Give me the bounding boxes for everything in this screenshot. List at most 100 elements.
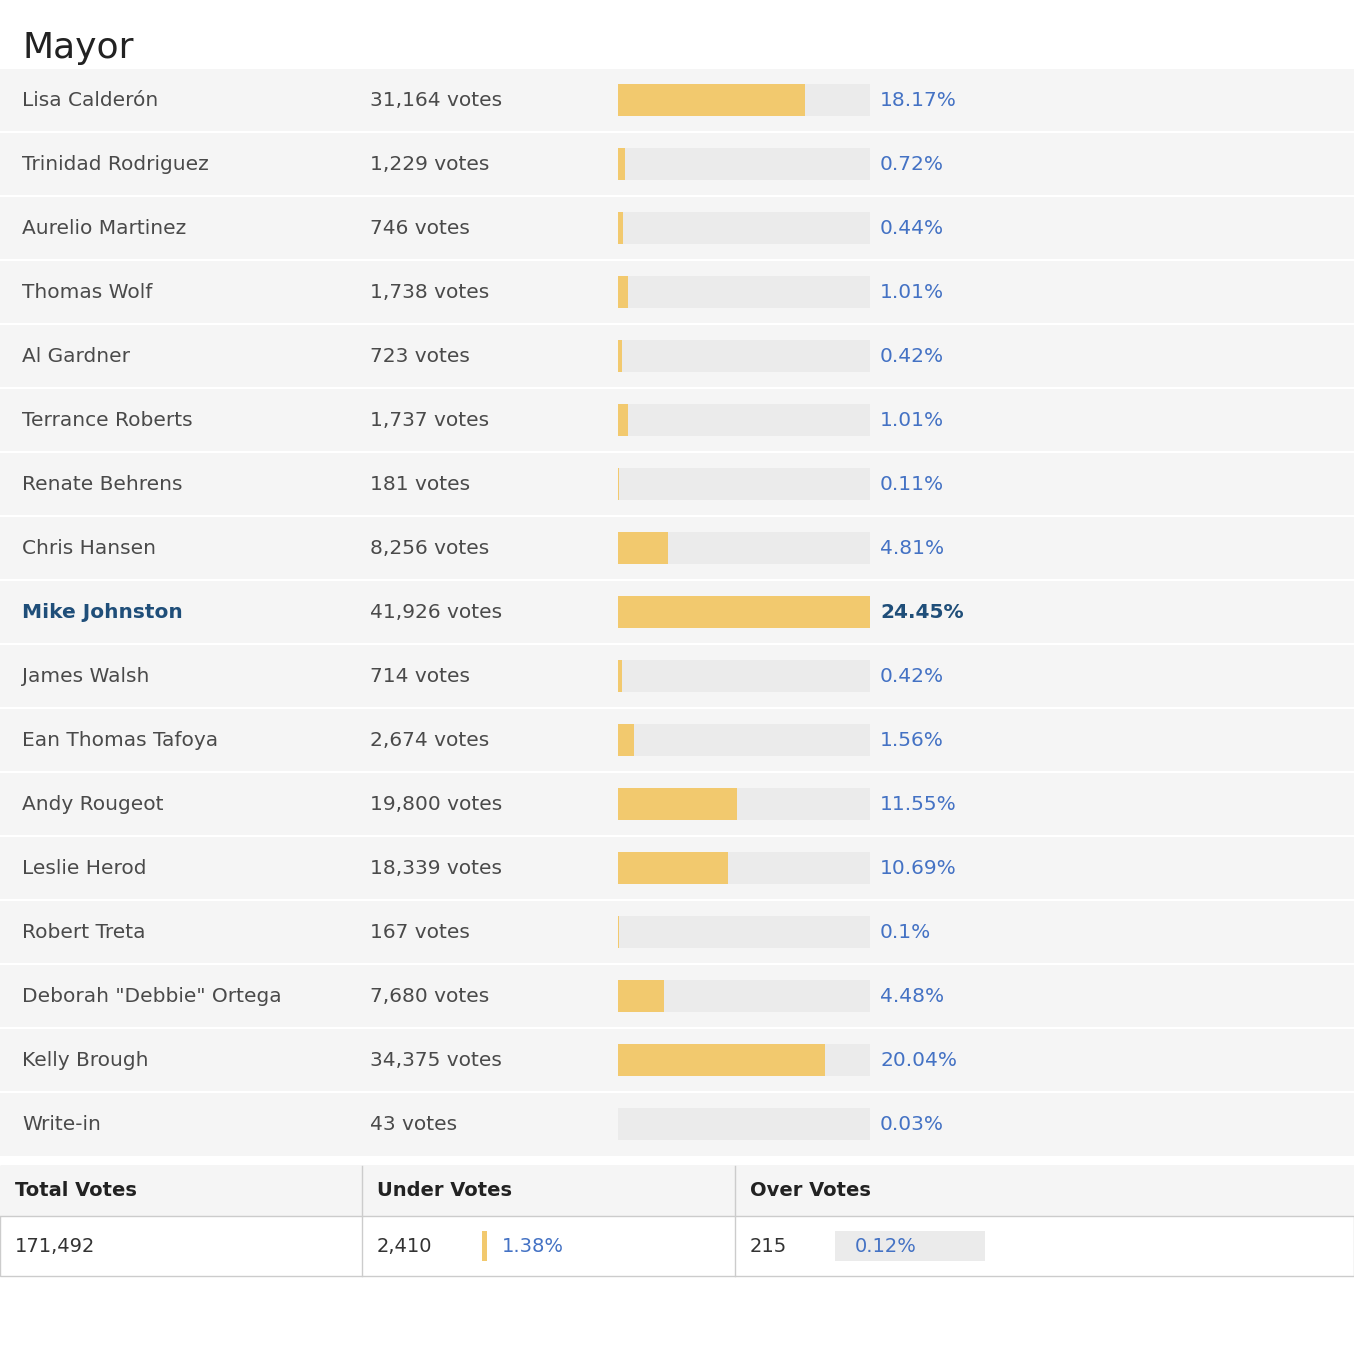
Bar <box>0 387 1354 390</box>
Text: Mayor: Mayor <box>22 31 134 65</box>
Text: 181 votes: 181 votes <box>370 474 470 493</box>
Bar <box>617 212 871 244</box>
Bar <box>617 84 871 116</box>
Text: 19,800 votes: 19,800 votes <box>370 794 502 813</box>
Bar <box>0 195 1354 197</box>
Bar <box>0 451 1354 454</box>
Bar <box>0 1092 1354 1156</box>
Bar <box>0 323 1354 326</box>
Bar <box>617 148 871 180</box>
Bar <box>0 1027 1354 1030</box>
Bar <box>0 582 1354 644</box>
Text: Trinidad Rodriguez: Trinidad Rodriguez <box>22 154 209 173</box>
Text: 18,339 votes: 18,339 votes <box>370 858 502 877</box>
Bar <box>617 340 623 372</box>
Bar <box>835 1231 984 1261</box>
Bar <box>0 67 1354 69</box>
Bar <box>0 966 1354 1028</box>
Bar <box>617 469 871 500</box>
Text: Al Gardner: Al Gardner <box>22 346 130 365</box>
Text: 8,256 votes: 8,256 votes <box>370 538 489 557</box>
Bar <box>617 212 623 244</box>
Bar <box>617 276 628 308</box>
Text: Deborah "Debbie" Ortega: Deborah "Debbie" Ortega <box>22 986 282 1005</box>
Text: 1.01%: 1.01% <box>880 282 944 301</box>
Text: 0.44%: 0.44% <box>880 218 944 237</box>
Text: 43 votes: 43 votes <box>370 1114 458 1133</box>
Text: Ean Thomas Tafoya: Ean Thomas Tafoya <box>22 730 218 749</box>
Bar <box>617 789 737 820</box>
Bar <box>617 148 626 180</box>
Bar <box>0 774 1354 836</box>
Text: 0.72%: 0.72% <box>880 154 944 173</box>
Bar <box>0 259 1354 262</box>
Bar <box>482 1231 487 1261</box>
Text: 31,164 votes: 31,164 votes <box>370 90 502 109</box>
Text: James Walsh: James Walsh <box>22 666 149 685</box>
Bar <box>617 340 871 372</box>
Bar <box>0 131 1354 133</box>
Bar <box>0 1166 1354 1216</box>
Bar <box>0 835 1354 838</box>
Bar <box>0 326 1354 388</box>
Bar <box>617 981 871 1012</box>
Text: Mike Johnston: Mike Johnston <box>22 602 183 621</box>
Text: 723 votes: 723 votes <box>370 346 470 365</box>
Text: 0.1%: 0.1% <box>880 922 932 941</box>
Bar <box>0 707 1354 710</box>
Text: Andy Rougeot: Andy Rougeot <box>22 794 164 813</box>
Text: 0.42%: 0.42% <box>880 666 944 685</box>
Text: 0.12%: 0.12% <box>854 1237 917 1256</box>
Text: 167 votes: 167 votes <box>370 922 470 941</box>
Bar <box>0 838 1354 900</box>
Bar <box>0 710 1354 772</box>
Text: 1,229 votes: 1,229 votes <box>370 154 489 173</box>
Bar <box>617 405 628 436</box>
Text: Chris Hansen: Chris Hansen <box>22 538 156 557</box>
Text: 41,926 votes: 41,926 votes <box>370 602 502 621</box>
Text: Terrance Roberts: Terrance Roberts <box>22 410 192 429</box>
Text: 24.45%: 24.45% <box>880 602 964 621</box>
Text: 1,738 votes: 1,738 votes <box>370 282 489 301</box>
Text: 4.48%: 4.48% <box>880 986 944 1005</box>
Bar <box>0 518 1354 580</box>
Text: 0.42%: 0.42% <box>880 346 944 365</box>
Text: 1.38%: 1.38% <box>502 1237 565 1256</box>
Text: 18.17%: 18.17% <box>880 90 957 109</box>
Text: 1.01%: 1.01% <box>880 410 944 429</box>
Bar <box>0 1091 1354 1092</box>
Text: 171,492: 171,492 <box>15 1237 95 1256</box>
Text: 2,410: 2,410 <box>376 1237 432 1256</box>
Bar <box>617 725 871 756</box>
Text: 746 votes: 746 votes <box>370 218 470 237</box>
Bar <box>0 69 1354 132</box>
Text: 20.04%: 20.04% <box>880 1050 957 1069</box>
Text: Lisa Calderón: Lisa Calderón <box>22 90 158 109</box>
Bar <box>617 1109 871 1140</box>
Bar <box>0 646 1354 708</box>
Text: 1,737 votes: 1,737 votes <box>370 410 489 429</box>
Bar <box>0 1166 1354 1276</box>
Bar <box>0 133 1354 196</box>
Bar <box>0 515 1354 518</box>
Bar <box>0 902 1354 964</box>
Text: 1.56%: 1.56% <box>880 730 944 749</box>
Bar <box>0 771 1354 774</box>
Text: Under Votes: Under Votes <box>376 1181 512 1200</box>
Text: 11.55%: 11.55% <box>880 794 957 813</box>
Bar <box>617 405 871 436</box>
Text: 2,674 votes: 2,674 votes <box>370 730 489 749</box>
Bar <box>0 963 1354 966</box>
Bar <box>0 197 1354 260</box>
Bar <box>617 853 728 884</box>
Bar <box>617 533 871 564</box>
Bar <box>617 725 634 756</box>
Bar <box>617 84 806 116</box>
Text: Write-in: Write-in <box>22 1114 102 1133</box>
Text: 0.11%: 0.11% <box>880 474 944 493</box>
Text: Renate Behrens: Renate Behrens <box>22 474 183 493</box>
Text: 0.03%: 0.03% <box>880 1114 944 1133</box>
Bar <box>617 533 668 564</box>
Text: 10.69%: 10.69% <box>880 858 957 877</box>
Text: 34,375 votes: 34,375 votes <box>370 1050 502 1069</box>
